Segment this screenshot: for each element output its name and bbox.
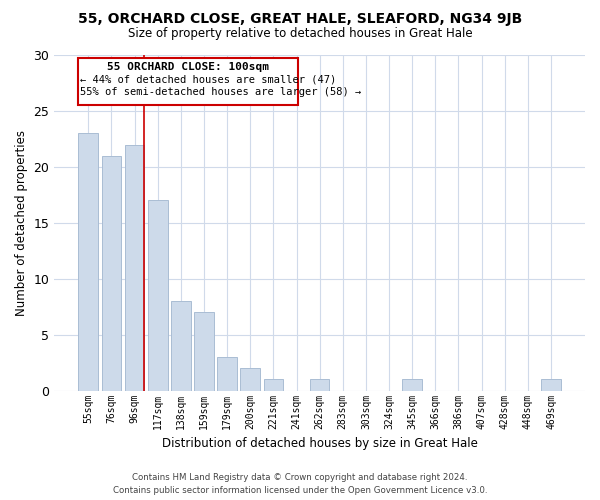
Text: ← 44% of detached houses are smaller (47): ← 44% of detached houses are smaller (47… (80, 74, 337, 84)
Bar (148, 200, 167, 390)
Text: 55, ORCHARD CLOSE, GREAT HALE, SLEAFORD, NG34 9JB: 55, ORCHARD CLOSE, GREAT HALE, SLEAFORD,… (78, 12, 522, 26)
Bar (194, 312, 214, 390)
Bar (125, 144, 145, 390)
Text: 55% of semi-detached houses are larger (58) →: 55% of semi-detached houses are larger (… (80, 88, 361, 98)
Bar (217, 357, 237, 390)
Y-axis label: Number of detached properties: Number of detached properties (15, 130, 28, 316)
FancyBboxPatch shape (78, 58, 298, 106)
Bar (241, 368, 260, 390)
Bar (310, 380, 329, 390)
Bar (263, 380, 283, 390)
Bar (101, 156, 121, 390)
Text: Size of property relative to detached houses in Great Hale: Size of property relative to detached ho… (128, 28, 472, 40)
Bar (171, 301, 191, 390)
Text: Contains HM Land Registry data © Crown copyright and database right 2024.
Contai: Contains HM Land Registry data © Crown c… (113, 473, 487, 495)
Bar (541, 380, 561, 390)
X-axis label: Distribution of detached houses by size in Great Hale: Distribution of detached houses by size … (162, 437, 478, 450)
Bar (403, 380, 422, 390)
Text: 55 ORCHARD CLOSE: 100sqm: 55 ORCHARD CLOSE: 100sqm (107, 62, 269, 72)
Bar (79, 134, 98, 390)
